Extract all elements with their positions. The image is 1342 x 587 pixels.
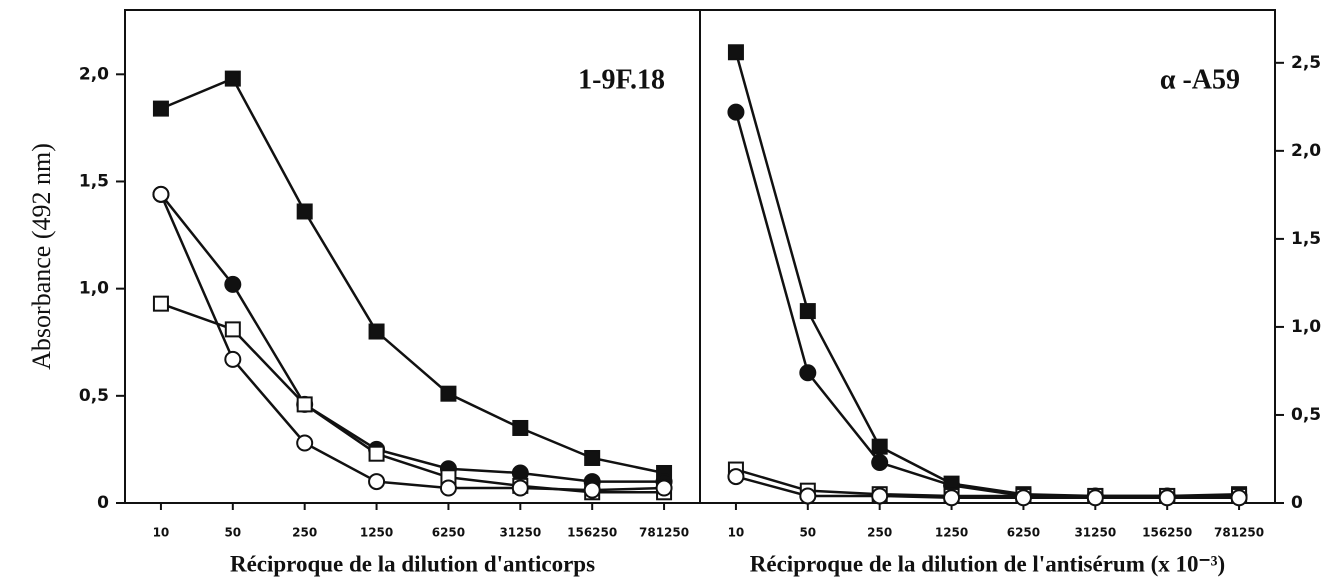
marker (1230, 489, 1248, 507)
series-line (160, 302, 665, 494)
marker (727, 468, 745, 486)
marker (1014, 489, 1032, 507)
marker (224, 275, 242, 293)
marker (727, 44, 744, 61)
marker (224, 350, 242, 368)
marker (296, 203, 313, 220)
y-tick-label: 1,0 (1291, 317, 1321, 337)
marker (584, 449, 601, 466)
marker (224, 321, 241, 338)
y-tick-label: 1,5 (1291, 229, 1321, 249)
marker (296, 434, 314, 452)
x-tick-label: 10 (153, 526, 170, 540)
y-tick-label: 1,0 (79, 279, 109, 299)
x-tick-label: 1250 (935, 526, 968, 540)
marker (871, 454, 889, 472)
marker (511, 479, 529, 497)
marker (512, 419, 529, 436)
marker (439, 479, 457, 497)
panel-title: α -A59 (1160, 64, 1240, 95)
x-tick-label: 156250 (567, 526, 617, 540)
x-tick-label: 31250 (499, 526, 541, 540)
series-line (734, 51, 1240, 498)
panel-title: 1-9F.18 (578, 64, 665, 95)
x-tick-label: 781250 (1214, 526, 1264, 540)
marker (943, 489, 961, 507)
y-tick-label: 0,5 (1291, 405, 1321, 425)
y-tick-label: 2,0 (79, 64, 109, 84)
marker (871, 438, 888, 455)
y-axis-label: Absorbance (492 nm) (27, 143, 56, 370)
marker (368, 323, 385, 340)
marker (583, 481, 601, 499)
series-line (159, 193, 665, 492)
series-line (160, 77, 665, 475)
y-tick-label: 0,5 (79, 386, 109, 406)
marker (799, 487, 817, 505)
marker (296, 396, 313, 413)
marker (727, 103, 745, 121)
y-tick-label: 2,5 (1291, 53, 1321, 73)
y-tick-label: 2,0 (1291, 141, 1321, 161)
marker (1158, 489, 1176, 507)
marker (152, 295, 169, 312)
plot-frame (699, 9, 1276, 504)
x-tick-label: 10 (728, 526, 745, 540)
y-tick-label: 0 (1291, 493, 1303, 513)
x-axis-label: Réciproque de la dilution de l'antisérum… (750, 551, 1225, 576)
x-tick-label: 6250 (432, 526, 465, 540)
y-tick-label: 0 (97, 493, 109, 513)
marker (1086, 489, 1104, 507)
x-tick-label: 50 (799, 526, 816, 540)
x-tick-label: 250 (292, 526, 317, 540)
x-tick-label: 6250 (1007, 526, 1040, 540)
x-tick-label: 250 (867, 526, 892, 540)
x-tick-label: 31250 (1074, 526, 1116, 540)
marker (224, 70, 241, 87)
marker (799, 303, 816, 320)
series-line (159, 193, 665, 483)
x-tick-label: 156250 (1142, 526, 1192, 540)
x-axis-label: Réciproque de la dilution d'anticorps (230, 551, 595, 576)
marker (871, 487, 889, 505)
marker (799, 364, 817, 382)
x-tick-label: 781250 (639, 526, 689, 540)
y-tick-label: 1,5 (79, 171, 109, 191)
x-tick-label: 50 (224, 526, 241, 540)
marker (152, 100, 169, 117)
series-line (735, 475, 1240, 499)
marker (655, 479, 673, 497)
marker (152, 185, 170, 203)
marker (440, 385, 457, 402)
x-tick-label: 1250 (360, 526, 393, 540)
marker (368, 473, 386, 491)
marker (368, 445, 385, 462)
series-line (735, 468, 1240, 498)
